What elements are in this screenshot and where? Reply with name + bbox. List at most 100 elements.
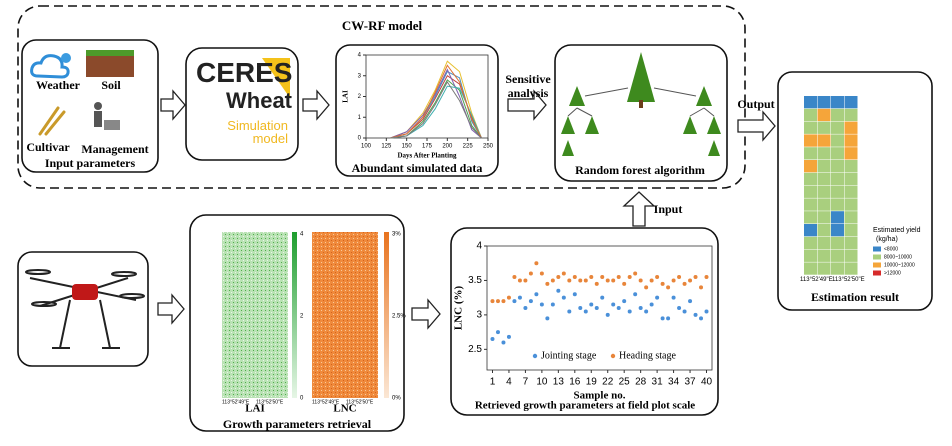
point xyxy=(611,278,616,283)
point xyxy=(660,316,665,321)
random-forest-box xyxy=(554,44,728,182)
map-cell xyxy=(831,160,844,173)
map-cell xyxy=(844,185,858,198)
point xyxy=(649,302,654,307)
point xyxy=(605,312,610,317)
point xyxy=(666,316,671,321)
legend-label: Jointing stage xyxy=(541,350,597,361)
retrieval-label: Growth parameters retrieval xyxy=(223,417,372,431)
point xyxy=(528,271,533,276)
point xyxy=(627,275,632,279)
point xyxy=(671,278,676,283)
point xyxy=(677,275,682,279)
point xyxy=(506,295,511,300)
point xyxy=(627,309,632,314)
arrow xyxy=(737,110,776,142)
map-cell xyxy=(804,224,817,237)
map-cell xyxy=(804,198,817,211)
point xyxy=(534,261,539,266)
point xyxy=(589,275,594,279)
point xyxy=(704,275,709,279)
arrow xyxy=(160,89,186,121)
model-text: model xyxy=(253,131,289,146)
map-cell xyxy=(844,198,858,211)
point xyxy=(682,309,687,314)
x-tick-label: 22 xyxy=(602,377,614,388)
point xyxy=(682,281,687,286)
map-x-label: 113°52'50"E xyxy=(346,399,374,405)
map-cell xyxy=(817,198,831,211)
colorbar-label: 2 xyxy=(300,314,304,320)
point xyxy=(600,295,605,300)
x-tick-label: 250 xyxy=(483,144,494,150)
point xyxy=(677,306,682,310)
map-cell xyxy=(804,211,817,224)
point xyxy=(693,312,698,317)
legend-label: Heading stage xyxy=(619,350,676,361)
point xyxy=(616,275,621,279)
point xyxy=(539,271,544,276)
map-cell xyxy=(804,236,817,250)
point xyxy=(616,306,621,310)
point xyxy=(528,299,533,304)
map-cell xyxy=(844,160,858,173)
map-cell xyxy=(844,236,858,250)
weather-icon xyxy=(30,54,70,79)
map-cell xyxy=(844,262,858,275)
point xyxy=(561,295,566,300)
map-cell xyxy=(844,224,858,237)
lnc-colorbar xyxy=(384,232,389,398)
point xyxy=(578,306,583,310)
point xyxy=(506,334,511,339)
point xyxy=(583,278,588,283)
random-forest-label: Random forest algorithm xyxy=(575,163,705,177)
yield-map xyxy=(804,96,858,275)
point xyxy=(666,285,671,290)
map-x-label: 113°52'50"E xyxy=(832,277,865,283)
x-tick-label: 34 xyxy=(668,377,680,388)
sim-line xyxy=(390,80,482,139)
point xyxy=(578,278,583,283)
colorbar-label: 2.5% xyxy=(392,314,406,320)
map-cell xyxy=(817,236,831,250)
map-cell xyxy=(817,249,831,262)
map-cell xyxy=(844,121,858,134)
map-cell xyxy=(804,108,817,122)
map-cell xyxy=(831,96,844,109)
simulated-label: Abundant simulated data xyxy=(352,161,483,175)
point xyxy=(704,309,709,314)
point xyxy=(655,295,660,300)
point xyxy=(512,275,517,279)
weather-label: Weather xyxy=(36,78,81,92)
soil-label: Soil xyxy=(101,78,121,92)
legend-swatch xyxy=(873,246,881,252)
y-tick-label: 4 xyxy=(358,53,362,59)
map-cell xyxy=(817,134,831,147)
point xyxy=(517,278,522,283)
point xyxy=(572,275,577,279)
grass-icon xyxy=(86,50,134,56)
point xyxy=(655,275,660,279)
y-tick-label: 0 xyxy=(358,136,362,142)
legend-label: >12000 xyxy=(884,270,901,276)
point xyxy=(611,302,616,307)
x-tick-label: 4 xyxy=(506,377,512,388)
x-tick-label: 175 xyxy=(422,144,433,150)
input-parameters-label: Input parameters xyxy=(45,156,136,170)
point xyxy=(501,299,506,304)
point xyxy=(550,302,555,307)
point xyxy=(699,285,704,290)
map-cell xyxy=(804,147,817,160)
map-cell xyxy=(804,262,817,275)
lai-map xyxy=(222,232,288,398)
point xyxy=(534,292,539,297)
point xyxy=(556,288,561,293)
point xyxy=(523,306,528,310)
x-tick-label: 7 xyxy=(523,377,529,388)
map-cell xyxy=(804,249,817,262)
wheat-text: Wheat xyxy=(226,88,293,113)
y-tick-label: 2 xyxy=(358,94,362,100)
point xyxy=(605,278,610,283)
map-cell xyxy=(817,121,831,134)
point xyxy=(550,278,555,283)
